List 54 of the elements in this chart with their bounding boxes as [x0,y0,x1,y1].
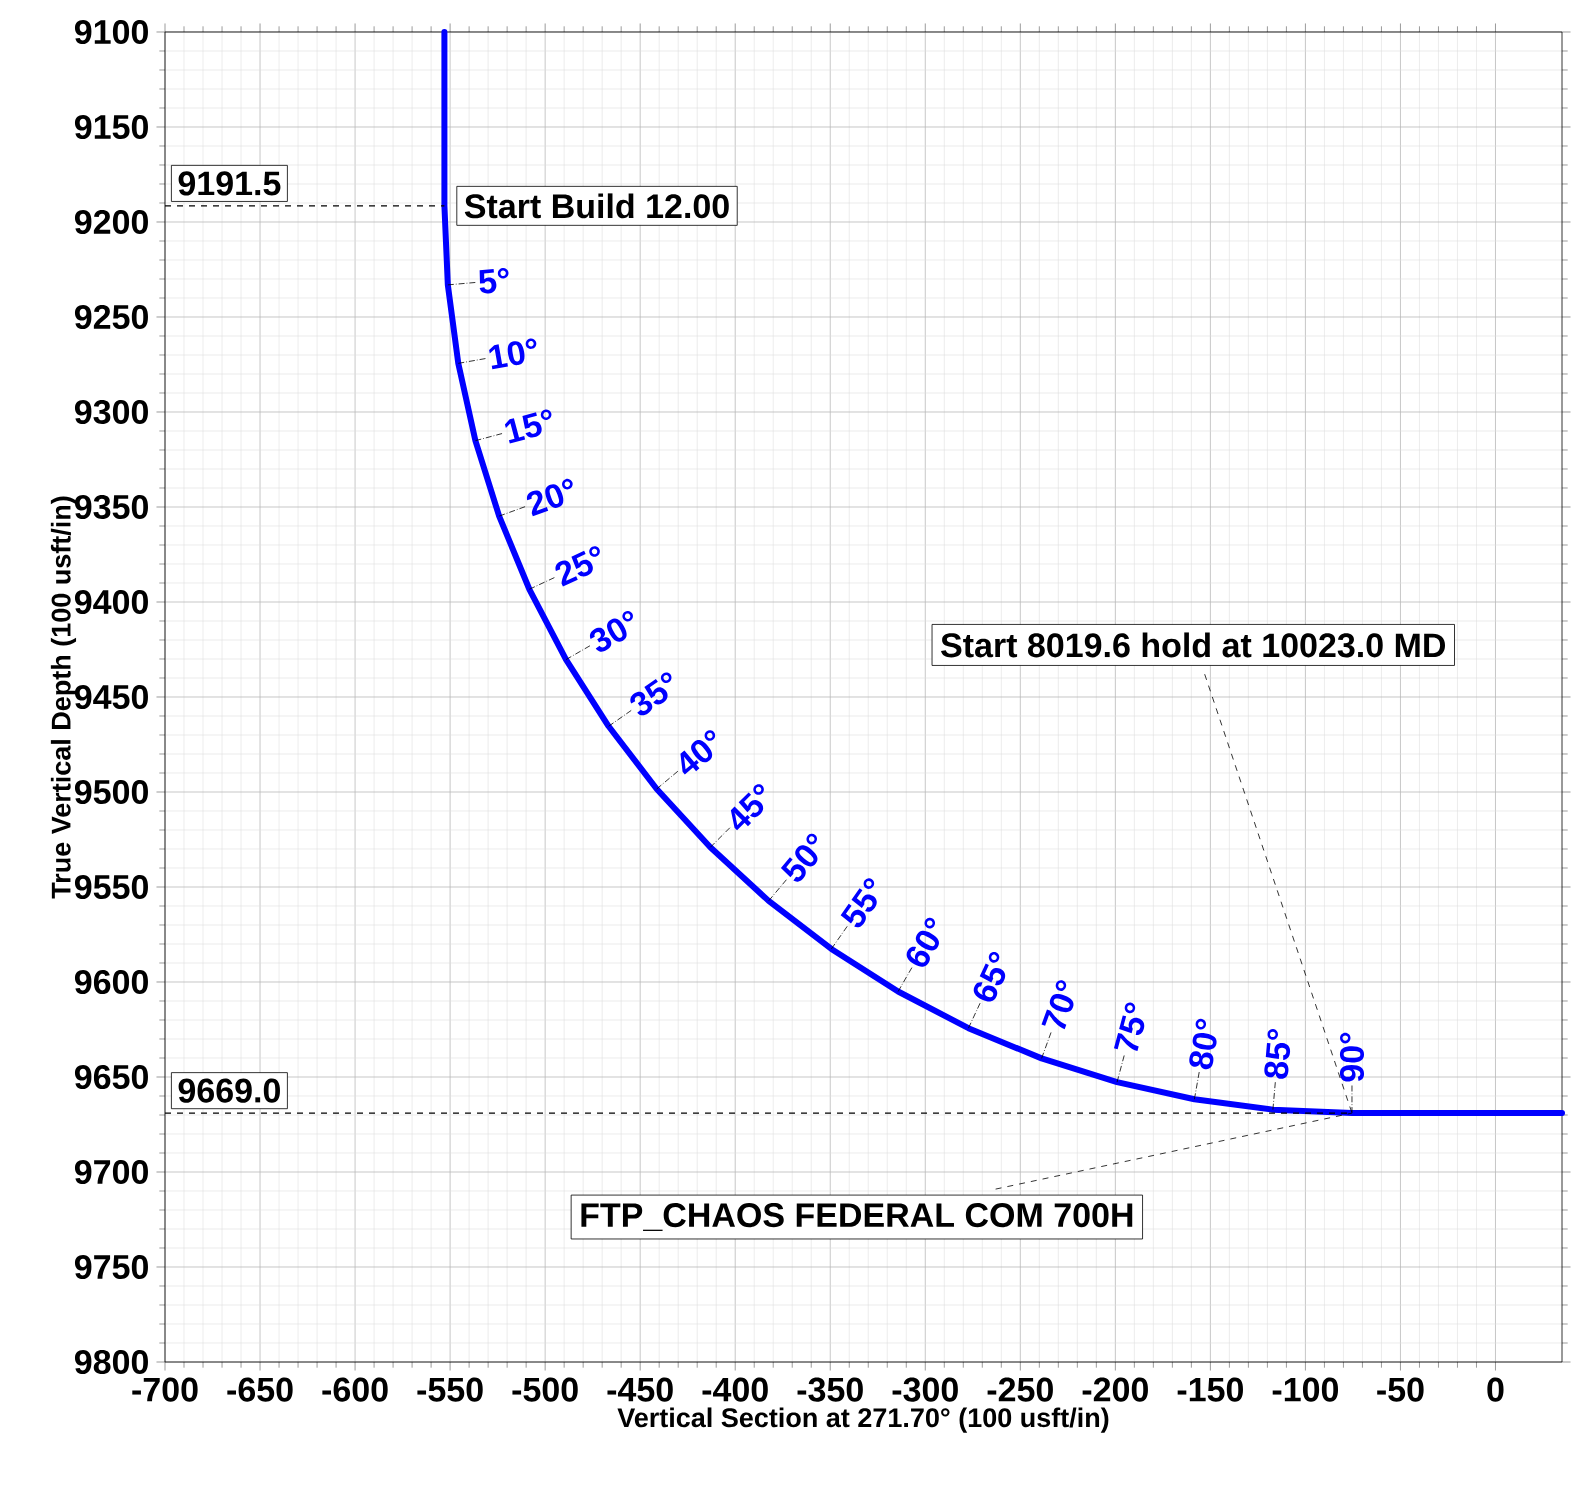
x-tick-label: -250 [987,1377,1053,1402]
annotation: 10° [489,338,537,370]
x-tick-label: -600 [322,1377,388,1402]
x-axis-title: Vertical Section at 271.70° (100 usft/in) [617,1407,1109,1433]
annotation: Start Build 12.00 [464,193,729,219]
y-tick-label: 9400 [74,589,148,615]
x-tick-label: -400 [702,1377,768,1402]
annotation: 45° [730,784,764,831]
annotation: 25° [555,546,600,587]
y-tick-label: 9100 [74,19,148,45]
x-tick-label: -500 [512,1377,578,1402]
annotation: 65° [973,952,1006,1002]
x-tick-label: -650 [227,1377,293,1402]
annotation: Start 8019.6 hold at 10023.0 MD [941,632,1446,658]
x-tick-label: -100 [1272,1377,1339,1402]
annotation: 40° [680,730,716,775]
annotation: 70° [1041,980,1074,1030]
annotation: 30° [589,610,633,652]
annotation: FTP_CHAOS FEDERAL COM 700H [581,1203,1133,1231]
ref-line-label: 9669.0 [178,1078,280,1103]
annotation: 75° [1113,1002,1145,1052]
annotation: 55° [840,878,877,928]
y-tick-label: 9650 [74,1064,148,1090]
x-tick-label: -50 [1377,1377,1424,1402]
y-tick-label: 9150 [74,114,148,140]
y-tick-label: 9200 [74,209,148,235]
annotation: 5° [479,268,509,294]
y-tick-label: 9750 [74,1254,148,1280]
y-tick-label: 9450 [74,684,148,710]
annotation: 20° [526,478,573,517]
y-tick-label: 9500 [74,779,148,805]
y-tick-label: 9700 [74,1159,148,1185]
x-tick-label: 0 [1487,1377,1504,1402]
x-tick-label: -700 [132,1377,198,1402]
y-tick-label: 9350 [74,494,148,520]
annotation: 60° [906,917,940,967]
y-tick-label: 9300 [74,399,148,425]
x-tick-label: -550 [417,1377,483,1402]
y-tick-label: 9550 [74,874,148,900]
x-tick-label: -300 [892,1377,958,1402]
annotation: 85° [1264,1029,1291,1079]
y-tick-label: 9600 [74,969,148,995]
annotation: 15° [504,409,552,444]
y-tick-label: 9250 [74,304,148,330]
annotation: 90° [1339,1032,1365,1082]
x-tick-label: -200 [1082,1377,1148,1402]
ref-line-label: 9191.5 [178,171,281,196]
y-tick-label: 9800 [74,1349,148,1375]
annotation: 35° [630,672,672,716]
x-tick-label: -150 [1177,1377,1243,1402]
x-tick-label: -350 [797,1377,863,1402]
annotation: 80° [1189,1018,1217,1070]
x-tick-label: -450 [607,1377,673,1402]
annotation: 50° [780,833,818,882]
